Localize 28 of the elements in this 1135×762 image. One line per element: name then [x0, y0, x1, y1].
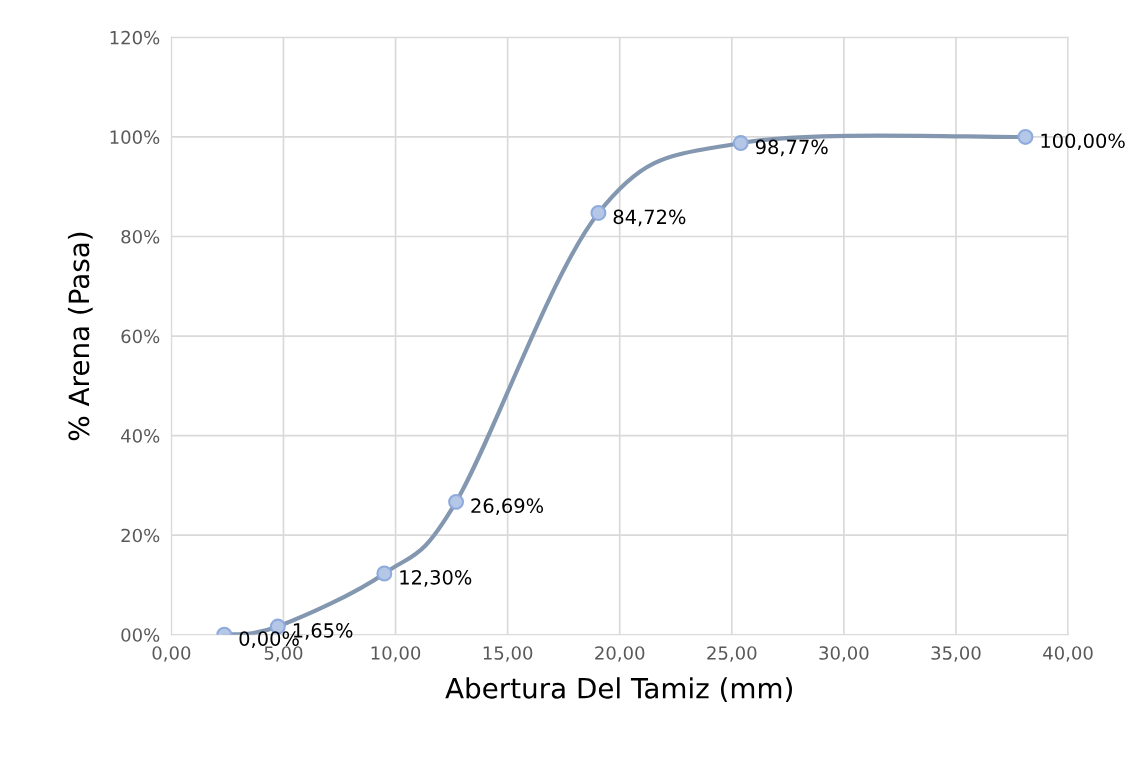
x-tick-label: 40,00 — [1043, 646, 1093, 662]
point — [732, 135, 749, 152]
data-label: 84,72% — [613, 209, 686, 227]
y-axis-title: % Arena (Pasa) — [67, 232, 93, 441]
data-label: 12,30% — [400, 570, 472, 587]
y-tick-label: 00% — [121, 628, 160, 642]
x-tick-label: 25,00 — [707, 646, 757, 662]
point — [1017, 128, 1034, 145]
x-tick-label: 35,00 — [931, 646, 981, 662]
y-tick-label: 60% — [121, 329, 160, 344]
y-tick-label: 80% — [121, 229, 160, 244]
y-tick-label: 120% — [110, 30, 160, 45]
point — [590, 204, 607, 221]
data-label: 100,00% — [1041, 133, 1125, 151]
x-tick-label: 5,00 — [264, 646, 303, 662]
point — [376, 565, 393, 582]
x-tick-label: 15,00 — [483, 646, 533, 662]
x-tick-label: 20,00 — [595, 646, 645, 662]
y-tick-label: 20% — [121, 528, 160, 543]
x-axis-title: Abertura Del Tamiz (mm) — [445, 677, 792, 702]
x-tick-label: 0,00 — [152, 646, 191, 662]
x-tick-label: 10,00 — [371, 646, 421, 662]
data-label: 98,77% — [755, 139, 828, 157]
y-tick-label: 40% — [121, 429, 160, 443]
y-tick-label: 100% — [110, 130, 160, 145]
x-tick-label: 30,00 — [819, 646, 869, 662]
point — [448, 493, 465, 510]
data-label: 26,69% — [471, 498, 544, 516]
